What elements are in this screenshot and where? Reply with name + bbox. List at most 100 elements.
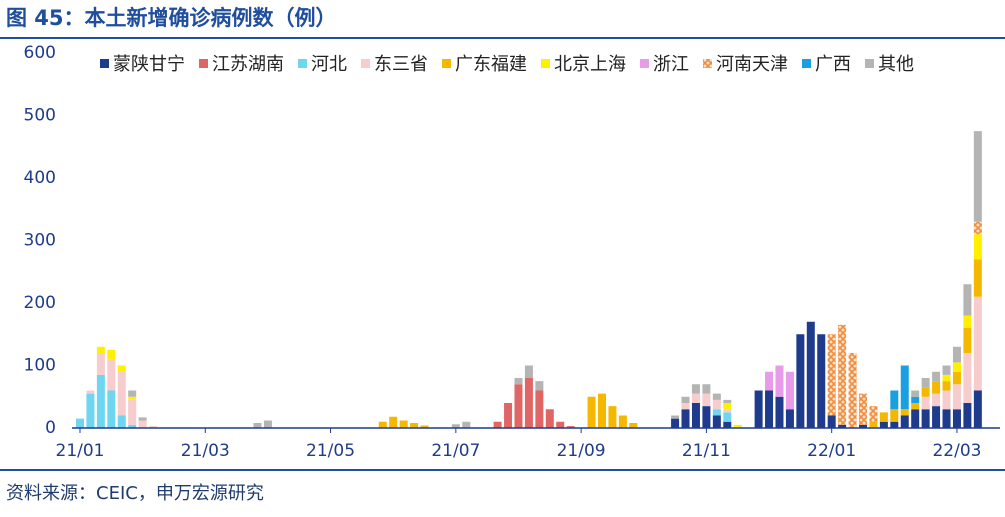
bar-segment bbox=[514, 378, 523, 385]
bar-segment bbox=[869, 406, 878, 422]
bar-segment bbox=[681, 396, 690, 403]
bar-segment bbox=[535, 390, 544, 428]
bar-segment bbox=[838, 324, 847, 425]
bar-segment bbox=[879, 412, 888, 422]
bar-segment bbox=[890, 390, 899, 410]
y-tick-label: 600 bbox=[24, 43, 56, 63]
bar-segment bbox=[712, 399, 721, 410]
bar-segment bbox=[556, 421, 565, 428]
bar-segment bbox=[973, 131, 982, 222]
bar-segment bbox=[963, 403, 972, 428]
legend-label: 其他 bbox=[878, 54, 914, 75]
source-note: 资料来源：CEIC，申万宏源研究 bbox=[6, 483, 264, 504]
bar-segment bbox=[942, 374, 951, 382]
y-tick-label: 300 bbox=[24, 231, 56, 251]
bar-segment bbox=[462, 421, 471, 428]
bar-segment bbox=[963, 353, 972, 403]
bar-segment bbox=[96, 353, 105, 375]
bar-segment bbox=[932, 371, 941, 382]
legend-swatch bbox=[865, 59, 874, 68]
y-tick-label: 500 bbox=[24, 106, 56, 126]
legend-label: 河南天津 bbox=[716, 54, 788, 75]
bar-segment bbox=[535, 381, 544, 391]
bar-segment bbox=[117, 415, 126, 428]
bar-segment bbox=[932, 381, 941, 394]
bar-segment bbox=[378, 421, 387, 428]
bar-segment bbox=[932, 406, 941, 428]
bar-segment bbox=[963, 328, 972, 353]
bar-segment bbox=[545, 409, 554, 428]
bar-segment bbox=[451, 424, 460, 428]
bar-segment bbox=[128, 396, 137, 400]
legend-label: 广西 bbox=[815, 54, 851, 75]
bar-segment bbox=[952, 409, 961, 428]
bar-segment bbox=[504, 403, 513, 428]
bar-segment bbox=[107, 349, 116, 360]
bar-segment bbox=[765, 371, 774, 391]
bar-segment bbox=[911, 390, 920, 397]
y-tick-label: 200 bbox=[24, 293, 56, 313]
bar-segment bbox=[973, 296, 982, 391]
bar-segment bbox=[859, 393, 867, 425]
bar-segment bbox=[775, 396, 784, 428]
x-tick-label: 21/01 bbox=[56, 441, 105, 461]
bar-segment bbox=[952, 346, 961, 363]
bar-segment bbox=[117, 371, 126, 416]
bar-segment bbox=[827, 334, 836, 416]
bar-segment bbox=[890, 421, 899, 428]
bar-segment bbox=[618, 415, 627, 428]
bar-segment bbox=[712, 409, 721, 416]
bar-segment bbox=[911, 409, 920, 428]
bar-segment bbox=[754, 390, 763, 428]
bar-segment bbox=[859, 424, 867, 428]
bar-segment bbox=[263, 420, 272, 428]
bar-segment bbox=[702, 406, 711, 428]
bar-segment bbox=[942, 381, 951, 391]
bar-segment bbox=[765, 390, 774, 428]
bar-segment bbox=[973, 390, 982, 428]
x-tick-label: 22/03 bbox=[932, 441, 981, 461]
bar-segment bbox=[514, 384, 523, 428]
bar-segment bbox=[775, 365, 784, 397]
bar-segment bbox=[691, 403, 700, 428]
bar-segment bbox=[608, 406, 617, 428]
bar-segment bbox=[848, 353, 857, 428]
legend-label: 江苏湖南 bbox=[212, 54, 284, 75]
bar-segment bbox=[253, 423, 262, 428]
bar-segment bbox=[952, 371, 961, 385]
bar-segment bbox=[973, 234, 982, 260]
bar-segment bbox=[890, 409, 899, 422]
bar-segment bbox=[921, 396, 930, 410]
bar-segment bbox=[900, 415, 909, 428]
legend-swatch bbox=[541, 59, 550, 68]
bar-segment bbox=[524, 365, 533, 378]
bar-segment bbox=[921, 387, 930, 397]
bar-segment bbox=[785, 371, 794, 410]
bar-segment bbox=[973, 259, 982, 297]
bar-segment bbox=[723, 403, 732, 410]
x-tick-label: 21/05 bbox=[306, 441, 355, 461]
bar-segment bbox=[399, 420, 408, 428]
bar-segment bbox=[723, 399, 732, 403]
y-tick-label: 400 bbox=[24, 168, 56, 188]
bar-segment bbox=[149, 426, 158, 428]
bar-segment bbox=[96, 346, 105, 353]
bar-segment bbox=[838, 424, 847, 428]
bar-segment bbox=[942, 365, 951, 375]
bar-segment bbox=[973, 221, 982, 235]
bar-segment bbox=[566, 426, 575, 428]
bar-segment bbox=[932, 393, 941, 407]
bar-segment bbox=[712, 415, 721, 428]
bar-segment bbox=[806, 321, 815, 428]
bar-segment bbox=[723, 409, 732, 413]
bar-segment bbox=[86, 393, 95, 428]
bar-segment bbox=[723, 412, 732, 422]
x-tick-label: 21/07 bbox=[431, 441, 480, 461]
legend-label: 东三省 bbox=[374, 54, 428, 75]
bar-segment bbox=[598, 393, 606, 428]
legend-label: 河北 bbox=[311, 54, 347, 75]
bar-segment bbox=[712, 393, 721, 400]
bar-segment bbox=[942, 409, 951, 428]
bar-segment bbox=[817, 334, 826, 428]
